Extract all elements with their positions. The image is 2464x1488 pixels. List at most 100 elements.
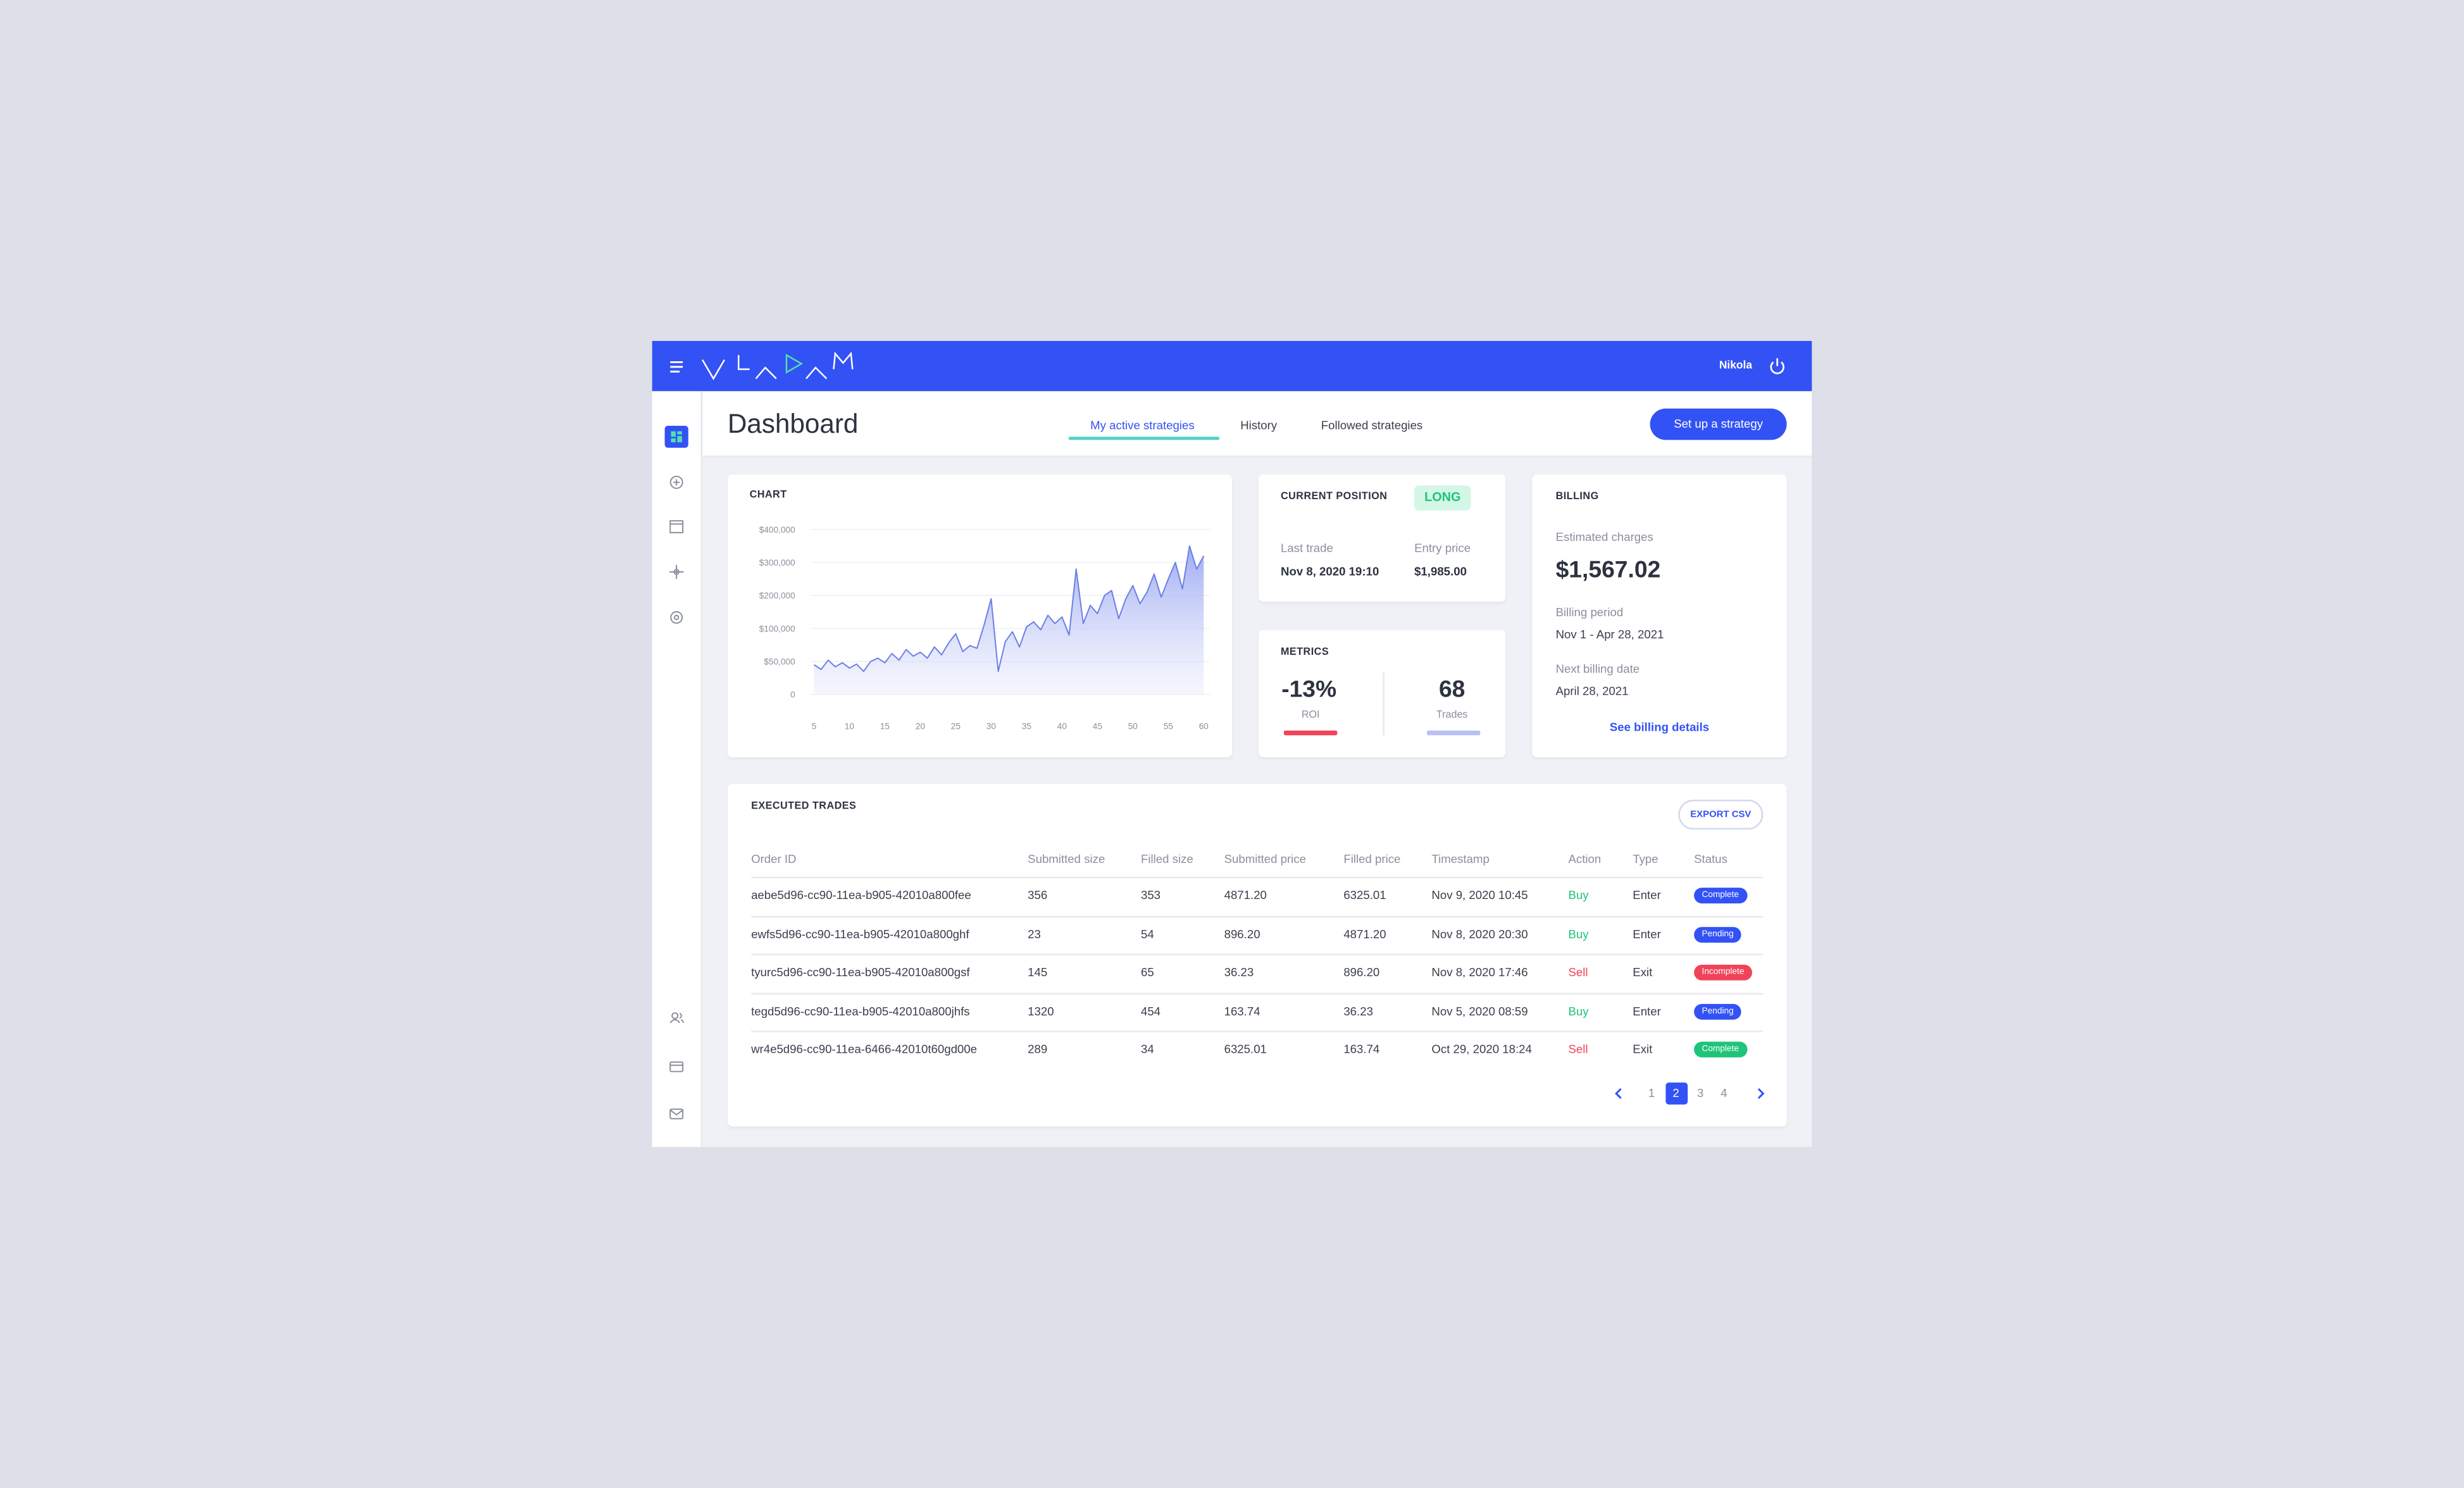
- entry-label: Entry price: [1414, 540, 1471, 555]
- setup-button-label[interactable]: Set up a strategy: [1674, 416, 1764, 431]
- cell: Enter: [1633, 888, 1661, 903]
- tab[interactable]: History: [1240, 418, 1278, 433]
- row-divider: [751, 1029, 1764, 1031]
- column-header: Filled size: [1140, 852, 1193, 866]
- chart-line: [813, 545, 1205, 673]
- cell: aebe5d96-cc90-11ea-b905-42010a800fee: [751, 888, 971, 903]
- status-badge: Complete: [1694, 888, 1747, 903]
- status-badge: Incomplete: [1694, 964, 1752, 981]
- nav-users[interactable]: [669, 1012, 685, 1024]
- charges-label: Estimated charges: [1555, 530, 1653, 544]
- x-tick-label: 40: [1057, 721, 1067, 731]
- y-tick-label: $400,000: [759, 525, 795, 535]
- page-current-bg[interactable]: [1665, 1082, 1687, 1105]
- nav-settings[interactable]: [670, 611, 683, 624]
- page-number[interactable]: 2: [1672, 1086, 1679, 1101]
- cell: Exit: [1633, 965, 1653, 979]
- x-tick-label: 15: [880, 721, 890, 731]
- page-next[interactable]: [1757, 1088, 1765, 1099]
- cell: ewfs5d96-cc90-11ea-b905-42010a800ghf: [751, 927, 969, 942]
- trades-bar: [1426, 730, 1481, 735]
- billing-link[interactable]: See billing details: [1609, 720, 1710, 735]
- page-number[interactable]: 3: [1696, 1086, 1704, 1101]
- nav-dashboard[interactable]: [664, 426, 688, 448]
- x-tick-label: 25: [951, 721, 961, 731]
- trades-title: EXECUTED TRADES: [751, 800, 857, 812]
- export-label[interactable]: EXPORT CSV: [1690, 810, 1752, 820]
- status-badge: Complete: [1694, 1041, 1747, 1058]
- roi-label: ROI: [1301, 709, 1320, 721]
- power-icon[interactable]: [1770, 358, 1784, 375]
- page-title: Dashboard: [727, 409, 859, 440]
- cell: 54: [1140, 927, 1154, 942]
- menu-icon[interactable]: [670, 361, 683, 373]
- billing-title: BILLING: [1555, 491, 1599, 503]
- metrics-title: METRICS: [1280, 647, 1329, 658]
- cell: 454: [1140, 1004, 1161, 1019]
- column-header: Action: [1568, 852, 1602, 866]
- action: Buy: [1568, 927, 1589, 942]
- cell: 34: [1140, 1042, 1154, 1057]
- position-title: CURRENT POSITION: [1280, 491, 1388, 503]
- chart-area: [814, 545, 1204, 695]
- y-tick-label: $100,000: [759, 624, 795, 633]
- cell: 356: [1028, 888, 1048, 903]
- cell: 6325.01: [1224, 1042, 1267, 1057]
- trades-count: 68: [1438, 676, 1465, 704]
- nav-move[interactable]: [669, 564, 684, 580]
- billing-card: [1532, 474, 1787, 758]
- nav-billing[interactable]: [669, 1061, 684, 1072]
- tab-active[interactable]: My active strategies: [1090, 418, 1195, 433]
- nav-dashboard-glyph: [671, 431, 682, 443]
- page-number[interactable]: 4: [1720, 1086, 1727, 1101]
- x-tick-label: 20: [916, 721, 926, 731]
- page-prev[interactable]: [1615, 1088, 1622, 1099]
- action: Sell: [1568, 1042, 1588, 1057]
- entry-price: $1,985.00: [1414, 564, 1467, 579]
- setup-button[interactable]: [1650, 408, 1787, 440]
- y-tick-label: 0: [790, 690, 795, 700]
- tab[interactable]: Followed strategies: [1321, 418, 1423, 433]
- nav-calendar[interactable]: [669, 520, 684, 533]
- column-header: Timestamp: [1431, 852, 1490, 866]
- cell: Nov 9, 2020 10:45: [1431, 888, 1528, 903]
- cell: 23: [1028, 927, 1041, 942]
- row-divider: [751, 876, 1764, 877]
- cell: 145: [1028, 965, 1048, 979]
- cell: 65: [1140, 965, 1154, 979]
- cell: tyurc5d96-cc90-11ea-b905-42010a800gsf: [751, 965, 970, 979]
- y-tick-label: $300,000: [759, 558, 795, 567]
- export-button[interactable]: [1678, 800, 1764, 830]
- nav-add[interactable]: [669, 475, 683, 489]
- cell: 163.74: [1224, 1004, 1260, 1019]
- logo: [702, 351, 854, 380]
- last-trade: Nov 8, 2020 19:10: [1280, 564, 1379, 579]
- cell: Enter: [1633, 1004, 1661, 1019]
- chart-title: CHART: [749, 490, 787, 501]
- cell: 1320: [1028, 1004, 1054, 1019]
- x-tick-label: 60: [1199, 721, 1209, 731]
- long-badge-text: LONG: [1424, 490, 1461, 505]
- column-header: Filled price: [1343, 852, 1401, 866]
- action: Sell: [1568, 965, 1588, 979]
- row-divider: [751, 992, 1764, 993]
- trades-card: [727, 784, 1787, 1127]
- roi-bar: [1283, 730, 1338, 735]
- page-number[interactable]: 1: [1648, 1086, 1655, 1101]
- x-tick-label: 45: [1093, 721, 1103, 731]
- period-label: Billing period: [1555, 605, 1624, 620]
- user-name[interactable]: Nikola: [1719, 360, 1753, 372]
- metrics-card: [1259, 629, 1506, 758]
- cell: 36.23: [1343, 1004, 1373, 1019]
- cell: 896.20: [1343, 965, 1380, 979]
- cell: Enter: [1633, 927, 1661, 942]
- next-date: April 28, 2021: [1555, 683, 1629, 698]
- column-header: Submitted size: [1028, 852, 1105, 866]
- cell: 896.20: [1224, 927, 1260, 942]
- cell: Oct 29, 2020 18:24: [1431, 1042, 1532, 1057]
- cell: 4871.20: [1343, 927, 1386, 942]
- cell: 4871.20: [1224, 888, 1267, 903]
- nav-mail[interactable]: [669, 1108, 684, 1120]
